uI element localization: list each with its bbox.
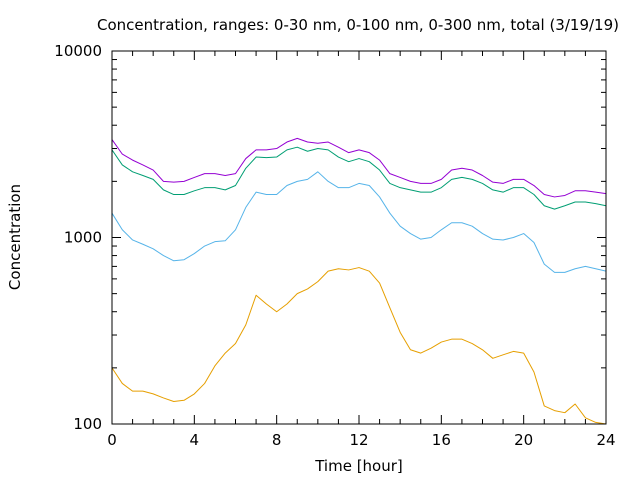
x-tick-label: 24 xyxy=(596,431,615,449)
x-tick-label: 20 xyxy=(514,431,533,449)
y-axis-label: Concentration xyxy=(6,184,24,290)
ticks-layer: 0 4 8 12 16 20 24 100 1000 10000 xyxy=(54,42,615,449)
x-tick-label: 16 xyxy=(432,431,451,449)
series-line-4 xyxy=(111,137,607,198)
y-tick-label: 1000 xyxy=(64,229,102,247)
x-tick-label: 12 xyxy=(349,431,368,449)
x-axis-label: Time [hour] xyxy=(314,457,403,475)
x-tick-label: 4 xyxy=(190,431,200,449)
series-layer xyxy=(111,137,607,425)
y-tick-label: 10000 xyxy=(54,42,102,60)
x-tick-label: 8 xyxy=(272,431,282,449)
x-tick-label: 0 xyxy=(107,431,117,449)
y-tick-label: 100 xyxy=(73,415,102,433)
series-line-1 xyxy=(111,267,607,425)
series-line-2 xyxy=(111,171,607,273)
series-line-3 xyxy=(111,146,607,210)
chart-title: Concentration, ranges: 0-30 nm, 0-100 nm… xyxy=(97,16,619,34)
